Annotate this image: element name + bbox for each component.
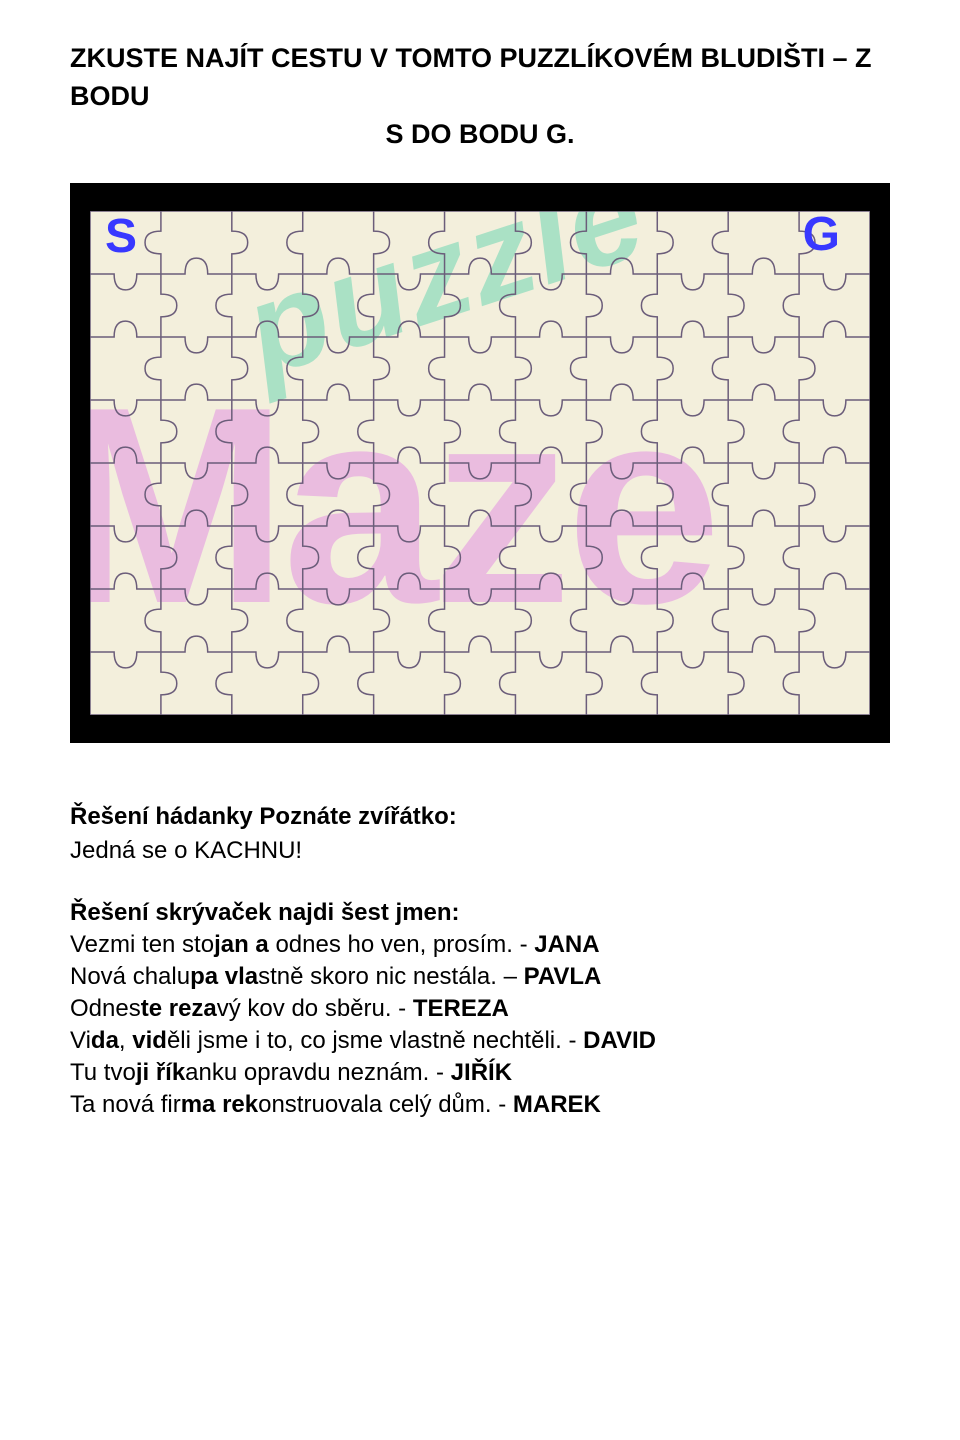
- answer-name: PAVLA: [524, 963, 602, 990]
- heading-line-2: S DO BODU G.: [70, 116, 890, 154]
- riddle1-body: Jedná se o KACHNU!: [70, 837, 890, 865]
- riddle1-title: Řešení hádanky Poznáte zvířátko:: [70, 803, 890, 831]
- answer-name: JANA: [534, 931, 599, 958]
- answer-name: MAREK: [513, 1091, 601, 1118]
- puzzle-board: Maze puzzle S G: [90, 211, 870, 715]
- riddle2-line: Vezmi ten stojan a odnes ho ven, prosím.…: [70, 931, 890, 959]
- riddle2-line: Vida, viděli jsme i to, co jsme vlastně …: [70, 1027, 890, 1055]
- riddle2-line: Nová chalupa vlastně skoro nic nestála. …: [70, 963, 890, 991]
- main-heading: ZKUSTE NAJÍT CESTU V TOMTO PUZZLÍKOVÉM B…: [70, 40, 890, 153]
- riddle2-title: Řešení skrývaček najdi šest jmen:: [70, 899, 890, 927]
- answer-name: DAVID: [583, 1027, 656, 1054]
- puzzle-maze-image: Maze puzzle S G: [70, 183, 890, 743]
- riddle2-line: Ta nová firma rekonstruovala celý dům. -…: [70, 1091, 890, 1119]
- riddle2-line: Tu tvoji říkanku opravdu neznám. - JIŘÍK: [70, 1059, 890, 1087]
- puzzle-grid: [90, 211, 870, 715]
- heading-line-1: ZKUSTE NAJÍT CESTU V TOMTO PUZZLÍKOVÉM B…: [70, 43, 872, 111]
- answer-name: JIŘÍK: [451, 1059, 512, 1086]
- riddle2-line: Odneste rezavý kov do sběru. - TEREZA: [70, 995, 890, 1023]
- answer-name: TEREZA: [413, 995, 509, 1022]
- document-page: ZKUSTE NAJÍT CESTU V TOMTO PUZZLÍKOVÉM B…: [0, 0, 960, 1440]
- riddle2-lines: Vezmi ten stojan a odnes ho ven, prosím.…: [70, 931, 890, 1119]
